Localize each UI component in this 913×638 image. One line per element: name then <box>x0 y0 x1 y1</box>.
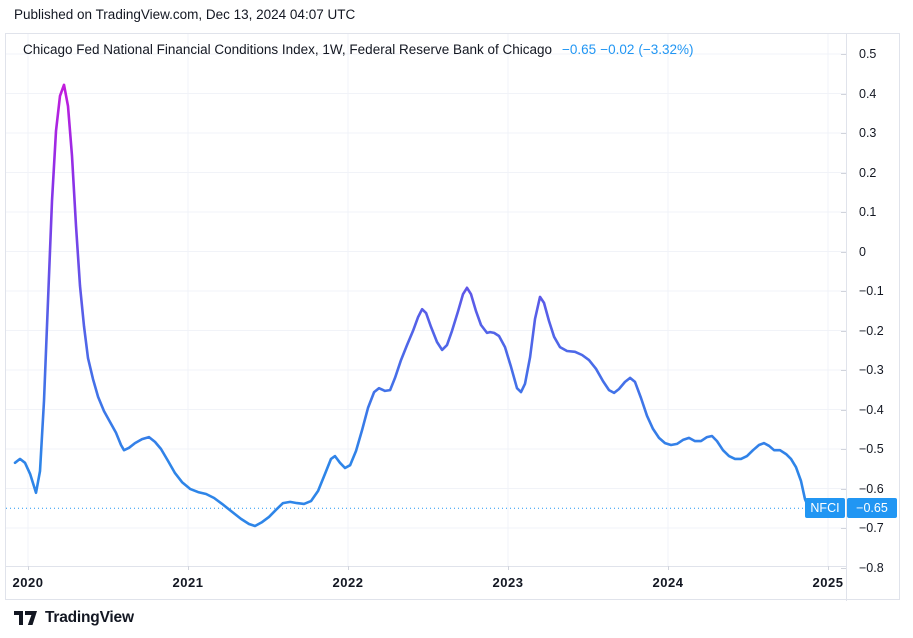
price-chart-pane[interactable] <box>6 34 846 566</box>
y-axis-tick <box>841 370 846 371</box>
y-axis-label: −0.7 <box>859 521 884 535</box>
tradingview-logo-icon <box>14 611 37 625</box>
x-axis-tick <box>508 566 509 570</box>
tradingview-logo-link[interactable]: TradingView <box>14 606 134 630</box>
chart-legend-row[interactable]: Chicago Fed National Financial Condition… <box>23 42 698 57</box>
y-axis-tick <box>841 409 846 411</box>
x-axis-label: 2024 <box>652 575 684 590</box>
chart-title: Chicago Fed National Financial Condition… <box>23 42 553 57</box>
y-axis-tick <box>841 567 846 569</box>
x-axis-label: 2020 <box>12 575 44 590</box>
time-scale-axis[interactable]: 2020 2021 2022 2023 2024 2025 <box>6 566 846 601</box>
x-axis-label: 2025 <box>812 575 844 590</box>
y-axis-label: 0.5 <box>859 47 877 61</box>
published-line: Published on TradingView.com, Dec 13, 20… <box>14 7 356 22</box>
chart-widget: Chicago Fed National Financial Condition… <box>5 33 901 601</box>
y-axis-tick <box>841 212 846 213</box>
y-axis-label: −0.1 <box>859 284 884 298</box>
price-scale-separator <box>846 34 847 601</box>
y-axis-tick <box>841 528 846 529</box>
x-axis-tick <box>348 566 349 570</box>
series-price-value-badge: −0.65 <box>847 498 897 518</box>
x-axis-tick <box>28 566 29 570</box>
y-axis-label: 0.4 <box>859 86 877 101</box>
y-axis-label: −0.2 <box>859 323 884 338</box>
tradingview-logo-text: TradingView <box>45 609 134 626</box>
y-axis-tick <box>841 488 846 490</box>
y-axis-label: −0.3 <box>859 363 884 377</box>
time-scale-separator <box>6 566 846 567</box>
change-percent: (−3.32%) <box>638 42 694 57</box>
price-scale-axis[interactable]: 0.5 0.4 0.3 0.2 0.1 0 −0.1 −0.2 −0.3 −0.4 −0.5 −0.6… <box>841 34 901 601</box>
y-axis-label: 0.2 <box>859 165 877 180</box>
series-price-flag: NFCI <box>805 498 845 518</box>
y-axis-tick <box>841 251 846 253</box>
series-price-value: −0.65 <box>856 501 888 515</box>
x-axis-tick <box>828 566 829 570</box>
x-axis-label: 2021 <box>172 575 204 590</box>
y-axis-tick <box>841 172 846 174</box>
y-axis-label: 0.1 <box>859 205 877 219</box>
y-axis-tick <box>841 54 846 55</box>
y-axis-label: −0.5 <box>859 442 884 456</box>
y-axis-label: −0.6 <box>859 481 884 496</box>
x-axis-label: 2023 <box>492 575 524 590</box>
y-axis-label: 0 <box>859 244 866 259</box>
series-flag-label: NFCI <box>810 501 840 515</box>
x-axis-label: 2022 <box>332 575 364 590</box>
nfci-series-line <box>13 83 811 528</box>
y-axis-tick <box>841 449 846 450</box>
y-axis-tick <box>841 330 846 332</box>
x-axis-tick <box>188 566 189 570</box>
y-axis-tick <box>841 93 846 95</box>
y-axis-tick <box>841 291 846 292</box>
last-value: −0.65 <box>562 42 597 57</box>
change-value: −0.02 <box>600 42 635 57</box>
y-axis-label: −0.4 <box>859 402 884 417</box>
x-axis-tick <box>668 566 669 570</box>
y-axis-label: −0.8 <box>859 560 884 575</box>
y-axis-tick <box>841 133 846 134</box>
y-axis-label: 0.3 <box>859 126 877 140</box>
